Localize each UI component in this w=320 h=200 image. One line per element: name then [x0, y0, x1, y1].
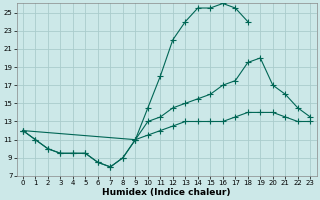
X-axis label: Humidex (Indice chaleur): Humidex (Indice chaleur) [102, 188, 231, 197]
